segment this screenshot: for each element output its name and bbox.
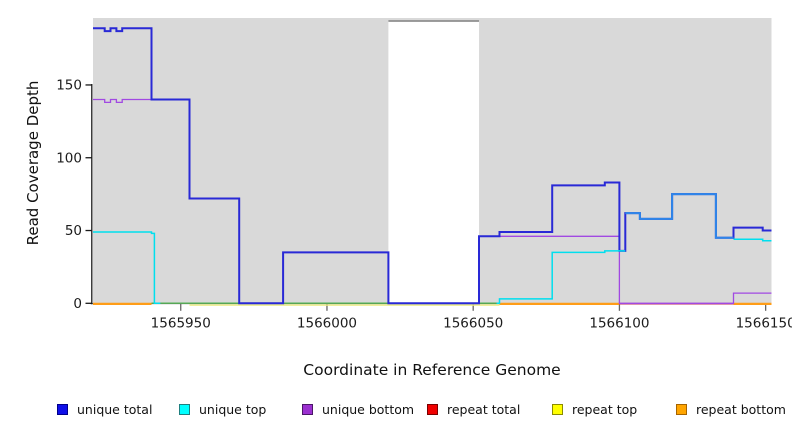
legend-swatch-icon <box>57 403 68 415</box>
y-tick-label: 0 <box>73 296 82 312</box>
legend-item-unique-total: unique total <box>57 401 152 417</box>
x-tick-label: 1566150 <box>736 315 792 331</box>
legend-swatch-icon <box>302 403 313 415</box>
y-tick-label: 50 <box>65 223 82 239</box>
legend-swatch-icon <box>676 403 687 415</box>
series-unique-total-top-overlap <box>625 193 734 239</box>
x-tick-label: 1565950 <box>151 315 211 331</box>
legend-label: unique bottom <box>322 401 415 417</box>
legend-swatch-icon <box>179 403 190 415</box>
no-data-gap <box>388 20 480 304</box>
chart-svg: 0 50 100 150 1565950 1566000 1566050 1566100 156… <box>56 18 792 331</box>
legend-item-unique-top: unique top <box>179 401 266 417</box>
y-tick-label: 150 <box>56 78 82 94</box>
x-tick-label: 1566100 <box>589 315 649 331</box>
legend-item-repeat-top: repeat top <box>552 401 637 417</box>
legend-item-repeat-bottom: repeat bottom <box>676 401 786 417</box>
legend-label: repeat bottom <box>696 401 786 417</box>
legend-label: repeat top <box>572 401 638 417</box>
y-axis-label: Read Coverage Depth <box>24 80 42 245</box>
legend-swatch-icon <box>427 403 438 415</box>
series-unique-top <box>93 231 161 305</box>
x-axis-label: Coordinate in Reference Genome <box>303 361 561 379</box>
x-tick-label: 1566000 <box>297 315 357 331</box>
x-tick-label: 1566050 <box>443 315 503 331</box>
legend-label: repeat total <box>447 401 521 417</box>
legend-label: unique total <box>77 401 153 417</box>
y-tick-label: 100 <box>56 150 82 166</box>
series-unique-top <box>496 250 626 305</box>
legend: unique total unique top unique bottom repea… <box>0 401 792 421</box>
legend-item-repeat-total: repeat total <box>427 401 520 417</box>
legend-item-unique-bottom: unique bottom <box>302 401 414 417</box>
legend-label: unique top <box>199 401 267 417</box>
legend-swatch-icon <box>552 403 563 415</box>
series-unique-top <box>733 238 772 242</box>
